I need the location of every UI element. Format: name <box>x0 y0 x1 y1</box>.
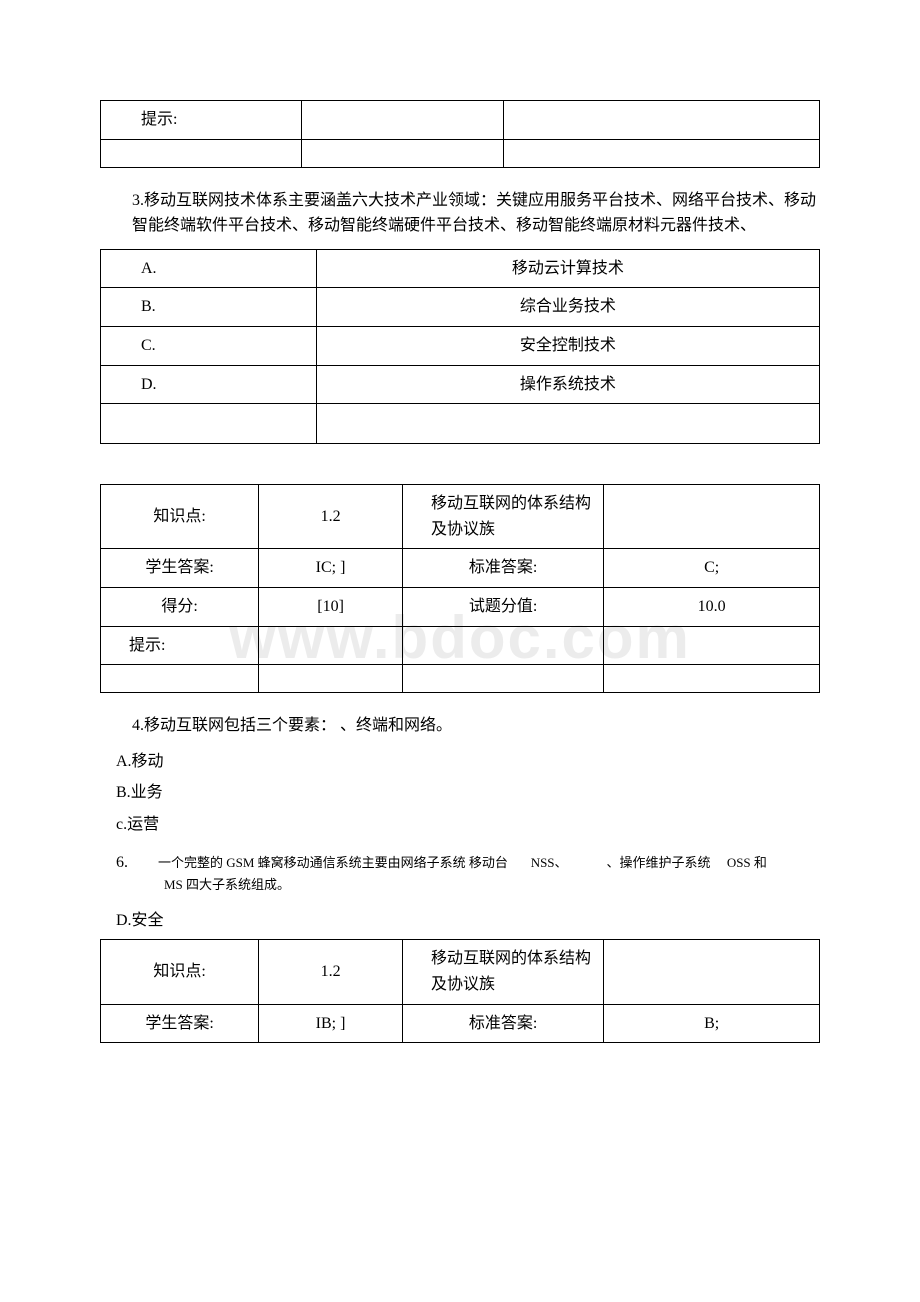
meta-label-knowledge: 知识点: <box>101 940 259 1004</box>
question-6-text-2: MS 四大子系统组成。 <box>164 875 820 896</box>
meta-value-standard-answer: C; <box>604 549 820 588</box>
question-6-mid: 、操作维护子系统 <box>607 855 711 870</box>
option-D-text: 操作系统技术 <box>316 365 819 404</box>
empty-cell <box>101 139 302 167</box>
question-6-text-1: 一个完整的 GSM 蜂窝移动通信系统主要由网络子系统 移动台 <box>158 855 508 870</box>
meta-empty <box>604 626 820 665</box>
meta-empty <box>604 485 820 549</box>
option-C-label: C. <box>101 326 317 365</box>
meta-empty <box>604 940 820 1004</box>
option-C: c.运营 <box>116 812 820 838</box>
meta-value-section: 1.2 <box>259 940 403 1004</box>
table-hint-top: 提示: <box>100 100 820 168</box>
meta-empty <box>259 665 403 693</box>
question-4-text: 4.移动互联网包括三个要素： 、终端和网络。 <box>116 713 820 739</box>
meta-value-topic: 移动互联网的体系结构及协议族 <box>402 940 603 1004</box>
question-6-nss: NSS、 <box>531 855 568 870</box>
meta-empty <box>101 665 259 693</box>
meta-label-total: 试题分值: <box>402 587 603 626</box>
meta-value-total: 10.0 <box>604 587 820 626</box>
question-6-oss: OSS 和 <box>727 855 767 870</box>
meta-value-student-answer: IB; ] <box>259 1004 403 1043</box>
option-A: A.移动 <box>116 749 820 775</box>
meta-label-score: 得分: <box>101 587 259 626</box>
option-C-text: 安全控制技术 <box>316 326 819 365</box>
empty-cell <box>101 404 317 444</box>
empty-cell <box>302 139 503 167</box>
option-D: D.安全 <box>116 908 820 934</box>
meta-value-section: 1.2 <box>259 485 403 549</box>
empty-cell <box>503 139 819 167</box>
meta-label-standard-answer: 标准答案: <box>402 1004 603 1043</box>
question-3-meta: 知识点: 1.2 移动互联网的体系结构及协议族 学生答案: IC; ] 标准答案… <box>100 484 820 693</box>
meta-value-score: [10] <box>259 587 403 626</box>
option-B-label: B. <box>101 288 317 327</box>
question-3-text: 3.移动互联网技术体系主要涵盖六大技术产业领域：关键应用服务平台技术、网络平台技… <box>100 188 820 239</box>
meta-value-student-answer: IC; ] <box>259 549 403 588</box>
hint-label: 提示: <box>101 101 302 140</box>
meta-value-topic: 移动互联网的体系结构及协议族 <box>402 485 603 549</box>
meta-empty <box>259 626 403 665</box>
option-B: B.业务 <box>116 780 820 806</box>
question-6-number: 6. <box>116 850 140 876</box>
meta-empty <box>604 665 820 693</box>
meta-label-hint: 提示: <box>101 626 259 665</box>
hint-cell-2 <box>302 101 503 140</box>
option-A-label: A. <box>101 249 317 288</box>
meta-label-knowledge: 知识点: <box>101 485 259 549</box>
hint-cell-3 <box>503 101 819 140</box>
question-6: 6. 一个完整的 GSM 蜂窝移动通信系统主要由网络子系统 移动台 NSS、 、… <box>116 850 820 896</box>
meta-empty <box>402 626 603 665</box>
option-B-text: 综合业务技术 <box>316 288 819 327</box>
meta-value-standard-answer: B; <box>604 1004 820 1043</box>
option-D-label: D. <box>101 365 317 404</box>
meta-label-student-answer: 学生答案: <box>101 549 259 588</box>
question-4-meta: 知识点: 1.2 移动互联网的体系结构及协议族 学生答案: IB; ] 标准答案… <box>100 939 820 1043</box>
meta-label-student-answer: 学生答案: <box>101 1004 259 1043</box>
document-content: 提示: 3.移动互联网技术体系主要涵盖六大技术产业领域：关键应用服务平台技术、网… <box>100 100 820 1043</box>
option-A-text: 移动云计算技术 <box>316 249 819 288</box>
empty-cell <box>316 404 819 444</box>
meta-empty <box>402 665 603 693</box>
meta-label-standard-answer: 标准答案: <box>402 549 603 588</box>
question-3-options: A. 移动云计算技术 B. 综合业务技术 C. 安全控制技术 D. 操作系统技术 <box>100 249 820 444</box>
